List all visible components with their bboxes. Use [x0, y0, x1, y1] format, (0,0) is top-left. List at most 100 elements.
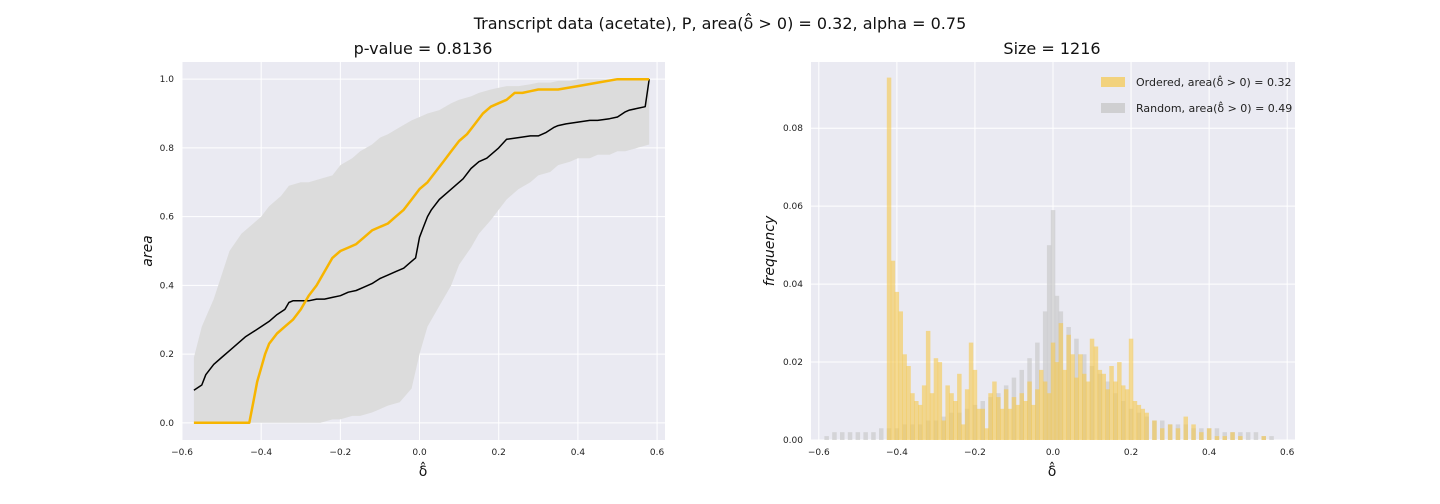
histogram-xlabel: δ̂ [1048, 461, 1057, 480]
ordered-bar [921, 385, 927, 440]
ordered-bar [945, 385, 950, 440]
ordered-bar [1050, 342, 1056, 440]
ordered-bar [886, 77, 892, 440]
histogram-ylabel: frequency [762, 215, 778, 286]
ordered-bar [1078, 354, 1083, 440]
ordered-bar [957, 373, 962, 440]
ordered-bar [1167, 424, 1173, 440]
ordered-bar [890, 260, 896, 440]
random-bar [879, 428, 884, 440]
histogram-xtick-label: −0.2 [964, 448, 986, 458]
area-chart-ylabel: area [140, 235, 156, 267]
random-bar [832, 432, 837, 440]
random-bar [1253, 432, 1259, 440]
ordered-bar [1000, 408, 1005, 440]
ordered-bar [1070, 354, 1075, 440]
histogram-xtick-label: 0.6 [1280, 448, 1295, 458]
histogram-xtick-label: −0.6 [808, 448, 830, 458]
ordered-bar [1019, 393, 1024, 440]
random-bar [1245, 432, 1251, 440]
random-bar [1050, 210, 1056, 440]
figure-suptitle: Transcript data (acetate), P, area(δ̂ > … [473, 13, 967, 33]
ordered-bar [1238, 436, 1243, 440]
ordered-bar [968, 342, 974, 440]
area-chart-xtick-label: −0.2 [329, 448, 351, 458]
random-bar [855, 432, 861, 440]
ordered-bar [1027, 381, 1032, 440]
ordered-bar [1046, 393, 1052, 440]
ordered-bar [988, 393, 993, 440]
ordered-bar [1105, 389, 1110, 440]
ordered-bar [1152, 420, 1157, 440]
histogram-legend: Ordered, area(δ̂ > 0) = 0.32 Random, are… [1101, 75, 1292, 115]
histogram-xtick-label: 0.4 [1202, 448, 1217, 458]
random-bar [847, 432, 853, 440]
ordered-bar [1183, 416, 1188, 440]
ordered-bar [996, 397, 1001, 440]
ordered-bar [1136, 404, 1142, 440]
ordered-bar [1093, 346, 1099, 440]
area-chart-xtick-label: 0.0 [412, 448, 427, 458]
ordered-bar [949, 393, 954, 440]
ordered-bar [1175, 428, 1181, 440]
legend-swatch-ordered [1101, 77, 1125, 87]
ordered-bar [980, 408, 985, 440]
ordered-bar [1132, 401, 1138, 440]
ordered-bar [918, 404, 923, 440]
ordered-bar [933, 358, 939, 440]
ordered-bar [1140, 408, 1145, 440]
ordered-bar [1109, 366, 1114, 440]
area-chart-xtick-label: 0.6 [650, 448, 665, 458]
histogram-ticks: −0.6 −0.4 −0.2 0.0 0.2 0.4 0.6 0.00 0.02 0.04 0.06… [783, 124, 1295, 458]
ordered-bar [1031, 404, 1036, 440]
histogram-ytick-label: 0.06 [783, 202, 803, 212]
ordered-bar [1007, 408, 1013, 440]
ordered-bar [937, 362, 943, 440]
ordered-bar [898, 311, 903, 440]
ordered-bar [976, 408, 982, 440]
area-chart: −0.6 −0.4 −0.2 0.0 0.2 0.4 0.6 0.0 0.2 0.4 0.6 0.8 1… [140, 39, 665, 480]
ordered-bar [1089, 338, 1095, 440]
ordered-bar [1128, 338, 1134, 440]
ordered-bar [902, 354, 907, 440]
ordered-bar [1144, 412, 1149, 440]
ordered-bar [1082, 373, 1087, 440]
ordered-bar [1035, 389, 1040, 440]
ordered-bar [1101, 373, 1106, 440]
ordered-line [193, 77, 650, 425]
ordered-bar [1191, 424, 1196, 440]
ordered-bar [1062, 369, 1067, 440]
ordered-bar [1097, 369, 1103, 440]
ordered-bar [984, 428, 989, 440]
ordered-bar [1199, 432, 1204, 440]
area-chart-ytick-label: 0.2 [160, 350, 174, 360]
histogram-ytick-label: 0.04 [783, 280, 803, 290]
ordered-bar [1160, 428, 1165, 440]
area-chart-ytick-label: 1.0 [160, 75, 175, 85]
histogram-xtick-label: 0.2 [1124, 448, 1138, 458]
histogram-chart: −0.6 −0.4 −0.2 0.0 0.2 0.4 0.6 0.00 0.02 0.04 0.06… [762, 39, 1295, 480]
area-chart-xtick-label: 0.2 [492, 448, 506, 458]
area-chart-marks [193, 77, 650, 425]
ordered-bar [992, 381, 997, 440]
legend-swatch-random [1101, 103, 1125, 113]
random-bar [824, 436, 829, 440]
ordered-bar [1222, 436, 1227, 440]
ordered-bar [941, 420, 946, 440]
ordered-bar [1011, 397, 1017, 440]
ordered-bar [1261, 436, 1266, 440]
ordered-bar [972, 369, 978, 440]
ordered-bar [1074, 377, 1079, 440]
random-bar [1046, 245, 1052, 440]
ordered-bar [1206, 428, 1212, 440]
histogram-ytick-label: 0.08 [783, 124, 803, 134]
ordered-bar [1015, 404, 1021, 440]
random-bar [863, 432, 868, 440]
ordered-bar [953, 401, 958, 440]
null-band [193, 79, 650, 423]
histogram-ytick-label: 0.00 [783, 436, 803, 446]
area-chart-xtick-label: −0.6 [171, 448, 193, 458]
ordered-bar [1066, 334, 1071, 440]
ordered-bar [964, 389, 970, 440]
ordered-bar [1042, 381, 1048, 440]
